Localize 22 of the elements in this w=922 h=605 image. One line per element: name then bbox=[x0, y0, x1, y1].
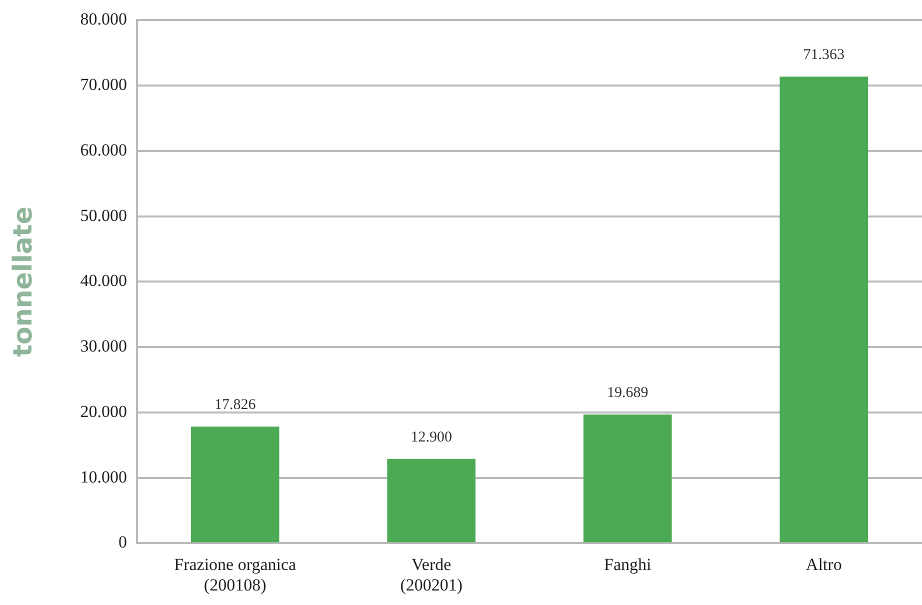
y-tick-label: 30.000 bbox=[80, 336, 127, 356]
x-tick-label: Fanghi bbox=[604, 554, 652, 574]
y-tick-label: 80.000 bbox=[80, 10, 127, 29]
data-label: 19.689 bbox=[606, 384, 648, 401]
y-tick-label: 0 bbox=[118, 532, 127, 552]
bar bbox=[387, 458, 476, 542]
data-label: 17.826 bbox=[214, 397, 256, 414]
y-tick-label: 60.000 bbox=[80, 140, 127, 160]
y-tick-label: 40.000 bbox=[80, 271, 127, 290]
y-tick-label: 20.000 bbox=[80, 402, 127, 421]
y-tick-label: 70.000 bbox=[80, 75, 127, 94]
x-tick-label: Frazione organica (200108) bbox=[174, 554, 296, 594]
x-tick-label: Verde (200201) bbox=[400, 554, 463, 594]
y-tick-label: 10.000 bbox=[80, 467, 127, 486]
bar bbox=[780, 76, 868, 542]
x-tick-label: Altro bbox=[806, 554, 842, 574]
data-label: 12.900 bbox=[410, 429, 452, 446]
bar bbox=[583, 414, 672, 542]
bar bbox=[190, 426, 280, 542]
data-label: 71.363 bbox=[803, 47, 844, 64]
y-tick-label: 50.000 bbox=[80, 206, 127, 225]
y-axis-title: tonnellate bbox=[8, 206, 38, 357]
